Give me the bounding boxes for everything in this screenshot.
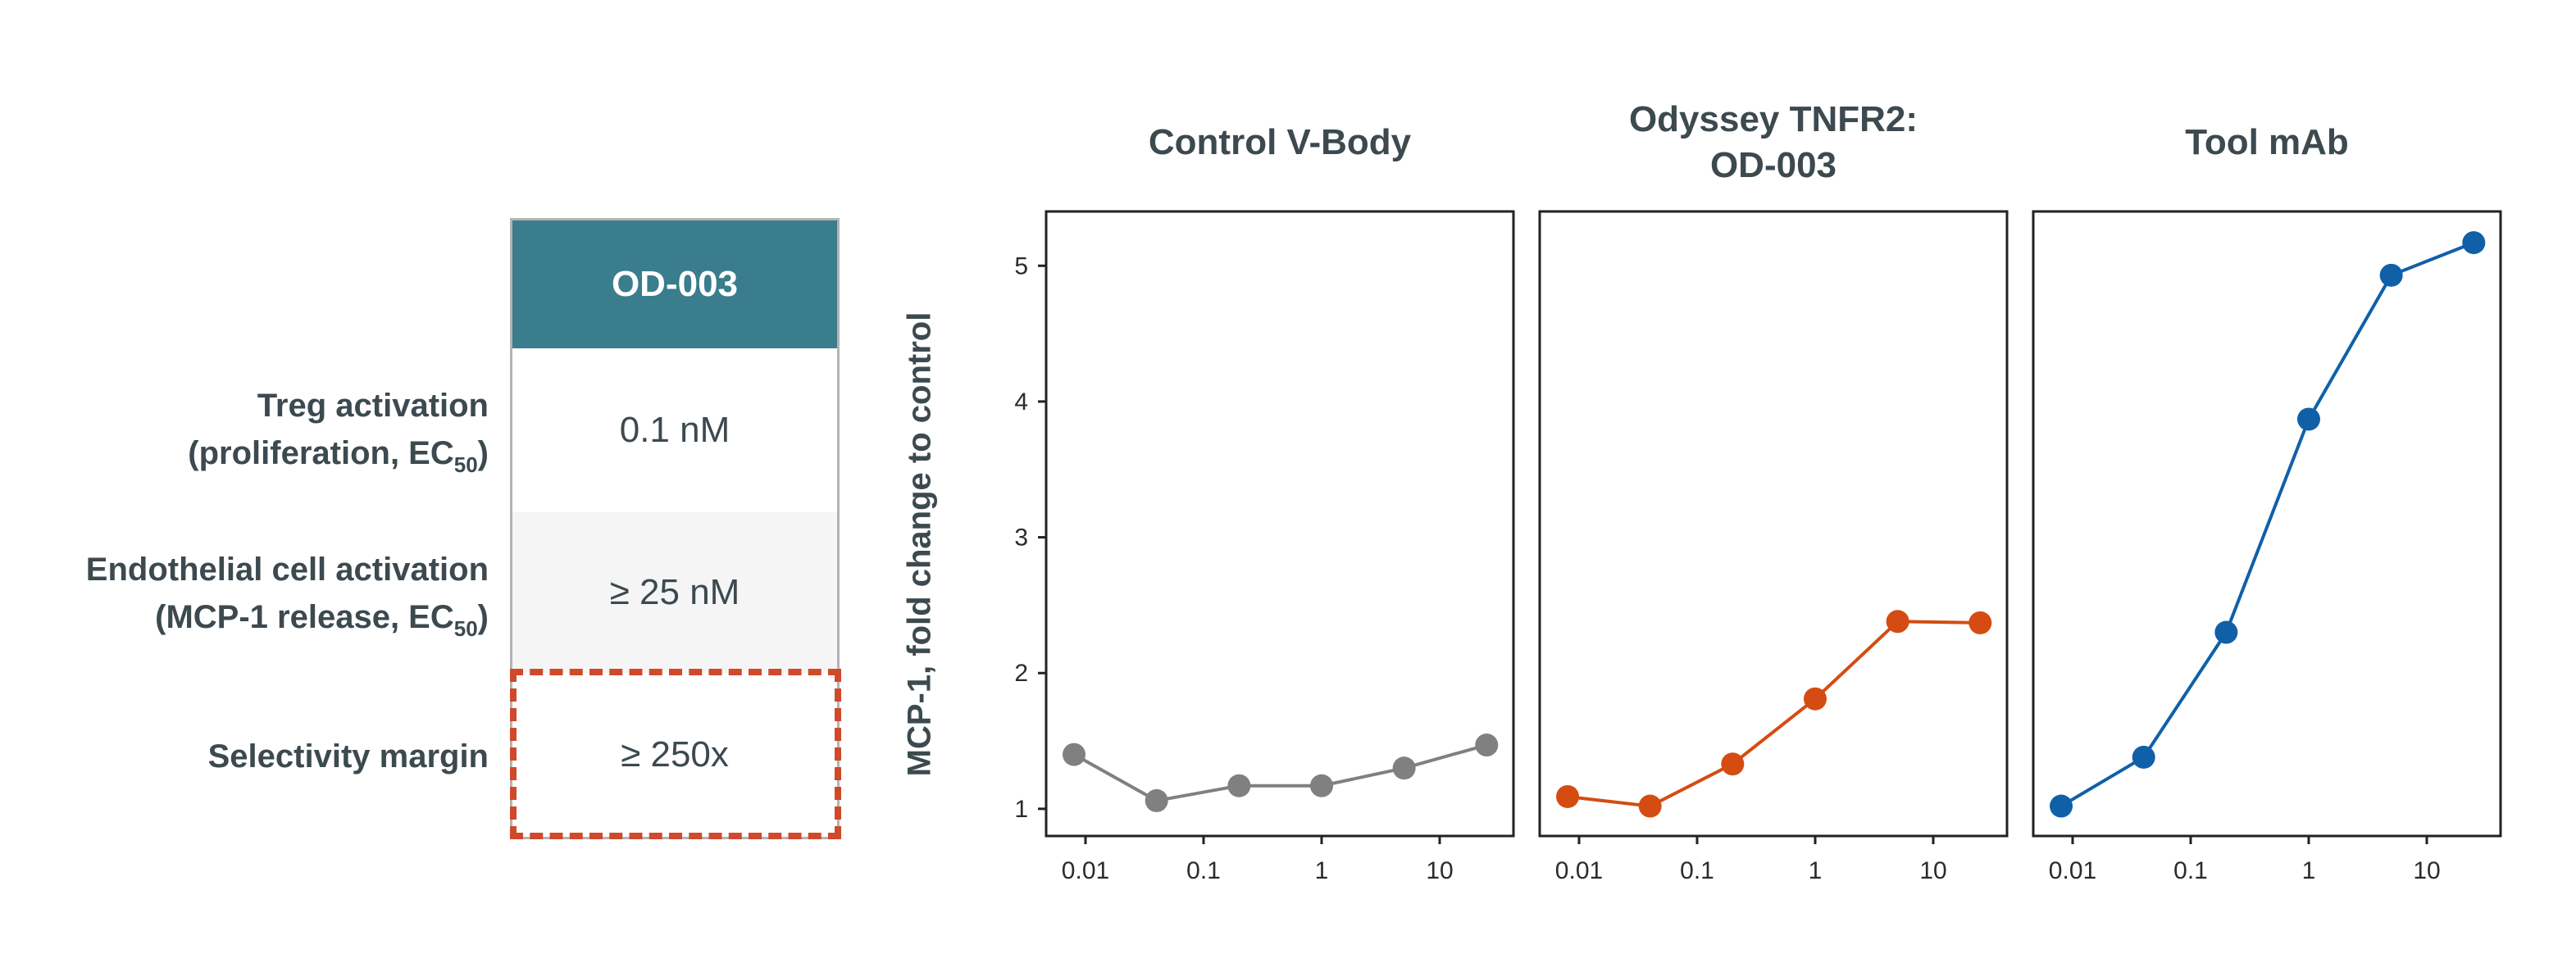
data-point [2462,231,2486,255]
y-tick-label: 4 [1014,388,1028,416]
data-point [1063,743,1086,766]
data-point [2297,407,2320,431]
data-point [1145,788,1168,812]
panel-title-odyssey-line2: OD-003 [1709,145,1837,185]
x-tick-label: 1 [1809,857,1823,884]
panel-frame-0 [1045,210,1515,838]
row-label-endothelial: Endothelial cell activation (MCP-1 relea… [86,546,489,641]
y-tick-label: 1 [1014,796,1028,823]
data-point [1968,611,1992,634]
data-point [1721,752,1745,776]
table-cell-selectivity: ≥ 250x [512,673,837,837]
data-point [2132,745,2155,769]
row-label-treg: Treg activation (proliferation, EC50) [188,382,489,477]
x-tick-label: 10 [1426,857,1453,884]
series-line [2060,241,2475,808]
x-tick-label: 0.01 [1555,857,1603,884]
x-tick-label: 10 [1919,857,1946,884]
data-point [1804,687,1827,711]
table-cell-endothelial: ≥ 25 nM [512,512,837,673]
y-tick-label: 2 [1014,660,1028,687]
data-point [2379,263,2403,287]
data-point [1227,774,1251,797]
data-point [1392,756,1416,780]
x-tick-label: 1 [2302,857,2316,884]
x-tick-label: 10 [2413,857,2440,884]
summary-table: OD-003 0.1 nM ≥ 25 nM ≥ 250x [510,218,840,839]
data-point [1886,610,1909,634]
x-tick-label: 0.01 [1062,857,1109,884]
x-tick-label: 0.01 [2049,857,2096,884]
data-point [1638,794,1662,818]
table-cell-treg: 0.1 nM [512,348,837,512]
y-tick-label: 5 [1014,252,1028,279]
row-label-treg-line1: Treg activation [257,388,489,424]
panel-title-control: Control V-Body [1148,122,1412,162]
data-point [2050,794,2073,818]
x-tick-label: 1 [1315,857,1329,884]
x-tick-label: 0.1 [2173,857,2208,884]
y-tick-label: 3 [1014,525,1028,552]
panel-title-odyssey-line1: Odyssey TNFR2: [1628,99,1918,139]
panel-frame-1 [1538,210,2009,838]
data-point [2214,620,2238,644]
row-label-endothelial-line2: (MCP-1 release, EC50) [155,599,489,641]
selectivity-highlight-box [510,669,841,839]
data-point [1310,774,1333,797]
data-point [1556,784,1580,808]
row-label-treg-line2: (proliferation, EC50) [188,435,489,477]
row-label-endothelial-line1: Endothelial cell activation [85,552,489,588]
row-label-selectivity: Selectivity margin [207,738,489,775]
table-header: OD-003 [512,220,837,348]
panel-title-toolmab: Tool mAb [2185,122,2349,162]
x-tick-label: 0.1 [1680,857,1714,884]
series-line [1073,743,1487,803]
series-line [1567,620,1981,808]
panel-title-odyssey: Odyssey TNFR2: OD-003 [1540,97,2007,189]
panel-frame-2 [2032,210,2502,838]
x-tick-label: 0.1 [1186,857,1221,884]
data-point [1475,734,1499,757]
